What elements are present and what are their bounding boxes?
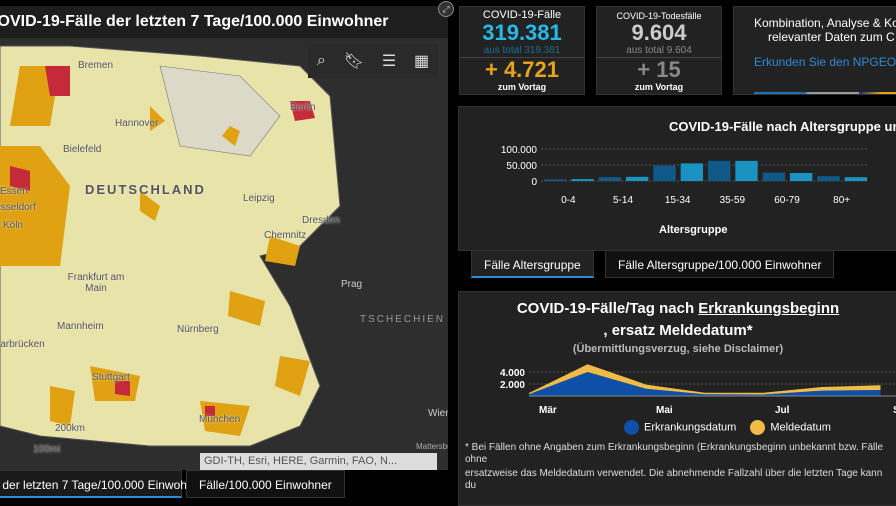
x-tick-label: 80+ bbox=[833, 195, 850, 206]
city-label: Berlin bbox=[290, 102, 316, 113]
x-tick-label: Jul bbox=[775, 405, 790, 416]
bar bbox=[680, 163, 703, 181]
neighbor-label: TSCHECHIEN bbox=[360, 314, 446, 325]
deaths-delta-label: zum Vortag bbox=[634, 82, 684, 92]
cases-value: 319.381 bbox=[482, 20, 562, 45]
y-tick-label: 0 bbox=[531, 177, 537, 188]
legend-swatch-icon bbox=[624, 420, 639, 435]
epi-title-line2: , ersatz Meldedatum* bbox=[603, 322, 753, 339]
map-title: COVID-19-Fälle der letzten 7 Tage/100.00… bbox=[0, 6, 448, 38]
cases-label: COVID-19-Fälle bbox=[482, 9, 562, 21]
city-label: Leipzig bbox=[243, 193, 275, 204]
x-tick-label: 0-4 bbox=[561, 195, 576, 206]
city-label: Dresden bbox=[302, 215, 340, 226]
cases-delta-label: zum Vortag bbox=[497, 82, 547, 92]
city-label: Frankfurt am Main bbox=[67, 272, 125, 294]
city-label: Essen bbox=[0, 186, 28, 197]
cases-delta: + 4.721 bbox=[484, 57, 559, 82]
y-tick-label: 2.000 bbox=[500, 380, 525, 391]
age-chart-panel: COVID-19-Fälle nach Altersgruppe und Ges… bbox=[458, 106, 896, 251]
y-tick-label: 100.000 bbox=[501, 145, 538, 156]
expand-icon[interactable]: ⤢ bbox=[438, 1, 454, 17]
epi-subtitle: (Übermittlungsverzug, siehe Disclaimer) bbox=[572, 343, 784, 355]
tab-cases-per-100k[interactable]: Fälle/100.000 Einwohner bbox=[186, 470, 345, 498]
city-label: Nürnberg bbox=[177, 324, 219, 335]
city-label: Stuttgart bbox=[92, 372, 130, 383]
epi-legend: Erkrankungsdatum Meldedatum bbox=[624, 420, 831, 435]
city-label: Chemnitz bbox=[264, 230, 307, 241]
deaths-card: COVID-19-Todesfälle 9.604 aus total 9.60… bbox=[596, 6, 722, 95]
x-tick-label: Mär bbox=[539, 405, 557, 416]
search-icon[interactable]: ⌕ bbox=[316, 52, 326, 69]
bar bbox=[735, 160, 758, 181]
bar bbox=[790, 173, 813, 181]
x-tick-label: 35-59 bbox=[720, 195, 746, 206]
map-panel[interactable]: COVID-19-Fälle der letzten 7 Tage/100.00… bbox=[0, 6, 448, 470]
epi-title-continuation: , ersatz bbox=[603, 322, 656, 339]
deaths-total: aus total 9.604 bbox=[597, 45, 721, 58]
info-card: Kombination, Analyse & Ko relevanter Dat… bbox=[733, 6, 896, 95]
epi-title: COVID-19-Fälle/Tag nach Erkrankungsbegin… bbox=[516, 300, 840, 317]
x-tick-label: Mai bbox=[656, 405, 673, 416]
age-x-axis-label: Altersgruppe bbox=[659, 224, 728, 236]
city-label: Mannheim bbox=[57, 321, 104, 332]
city-label: Hannover bbox=[115, 118, 159, 129]
info-line1: Kombination, Analyse & Ko bbox=[754, 16, 896, 30]
tab-age-group[interactable]: Fälle Altersgruppe bbox=[471, 250, 594, 278]
bookmark-icon[interactable]: 🔖︎ bbox=[343, 53, 364, 70]
city-label: Saarbrücken bbox=[0, 339, 45, 350]
map-attribution[interactable]: GDI-TH, Esri, HERE, Garmin, FAO, N... bbox=[200, 453, 437, 470]
info-line2: relevanter Daten zum C bbox=[768, 30, 895, 44]
legend-swatch-icon bbox=[750, 420, 766, 435]
deaths-delta: + 15 bbox=[637, 57, 681, 82]
basemap-gallery-icon[interactable]: ▦ bbox=[413, 53, 430, 70]
epi-curve-panel: COVID-19-Fälle/Tag nach Erkrankungsbegin… bbox=[458, 291, 896, 506]
x-tick-label: 5-14 bbox=[613, 195, 633, 206]
city-label: Bielefeld bbox=[63, 144, 102, 155]
map-toolbar: ⌕ 🔖︎ ☰ ▦ bbox=[308, 44, 438, 78]
legend-list-icon[interactable]: ☰ bbox=[381, 53, 397, 70]
legend-item[interactable]: Meldedatum bbox=[750, 420, 831, 435]
y-tick-label: 4.000 bbox=[500, 368, 525, 379]
tab-age-group-per-100k[interactable]: Fälle Altersgruppe/100.000 Einwohner bbox=[605, 250, 835, 278]
city-label: Bremen bbox=[78, 60, 114, 71]
tab-cases-7days[interactable]: Fälle der letzten 7 Tage/100.000 Einwohn… bbox=[0, 470, 204, 498]
deaths-value: 9.604 bbox=[631, 20, 687, 45]
x-tick-label: 60-79 bbox=[774, 195, 800, 206]
city-label: Mattersburg bbox=[416, 442, 448, 451]
footnote-line1: * Bei Fällen ohne Angaben zum Erkrankung… bbox=[465, 442, 884, 465]
bar bbox=[598, 177, 621, 181]
choropleth-map[interactable] bbox=[0, 6, 448, 470]
city-label: Köln bbox=[3, 220, 24, 231]
city-label: München bbox=[199, 414, 241, 425]
bar bbox=[571, 179, 594, 181]
scale-km: 200km bbox=[55, 423, 86, 434]
city-label: Prag bbox=[341, 279, 363, 290]
cases-total: aus total 319.381 bbox=[460, 45, 584, 58]
bar bbox=[626, 176, 649, 181]
age-bar-chart: 0 50.000 100.000 0-4 5-14 15-34 35-59 60-79 80+ bbox=[501, 145, 869, 206]
bar bbox=[817, 176, 840, 181]
bar bbox=[544, 179, 567, 181]
x-tick-label: 15-34 bbox=[665, 195, 691, 206]
bar bbox=[653, 165, 676, 181]
area-series bbox=[529, 372, 881, 396]
deaths-label: COVID-19-Todesfälle bbox=[616, 11, 702, 21]
legend-item[interactable]: Erkrankungsdatum bbox=[624, 420, 736, 435]
footnote-line2: ersatzweise das Meldedatum verwendet. Di… bbox=[465, 468, 883, 491]
age-chart-title: COVID-19-Fälle nach Altersgruppe und Ges… bbox=[669, 119, 896, 134]
x-tick-label: S bbox=[893, 405, 896, 416]
y-tick-label: 50.000 bbox=[506, 161, 537, 172]
bar bbox=[708, 160, 731, 181]
city-label: Düsseldorf bbox=[0, 202, 36, 213]
cases-card: COVID-19-Fälle 319.381 aus total 319.381… bbox=[459, 6, 585, 95]
country-label: DEUTSCHLAND bbox=[85, 182, 206, 197]
bar bbox=[762, 172, 785, 181]
color-strip bbox=[754, 92, 896, 94]
bar bbox=[844, 177, 867, 181]
npgeo-link[interactable]: Erkunden Sie den NPGEO bbox=[754, 55, 896, 69]
scale-mi: 100mi bbox=[33, 444, 61, 455]
city-label: Wien bbox=[428, 408, 448, 419]
